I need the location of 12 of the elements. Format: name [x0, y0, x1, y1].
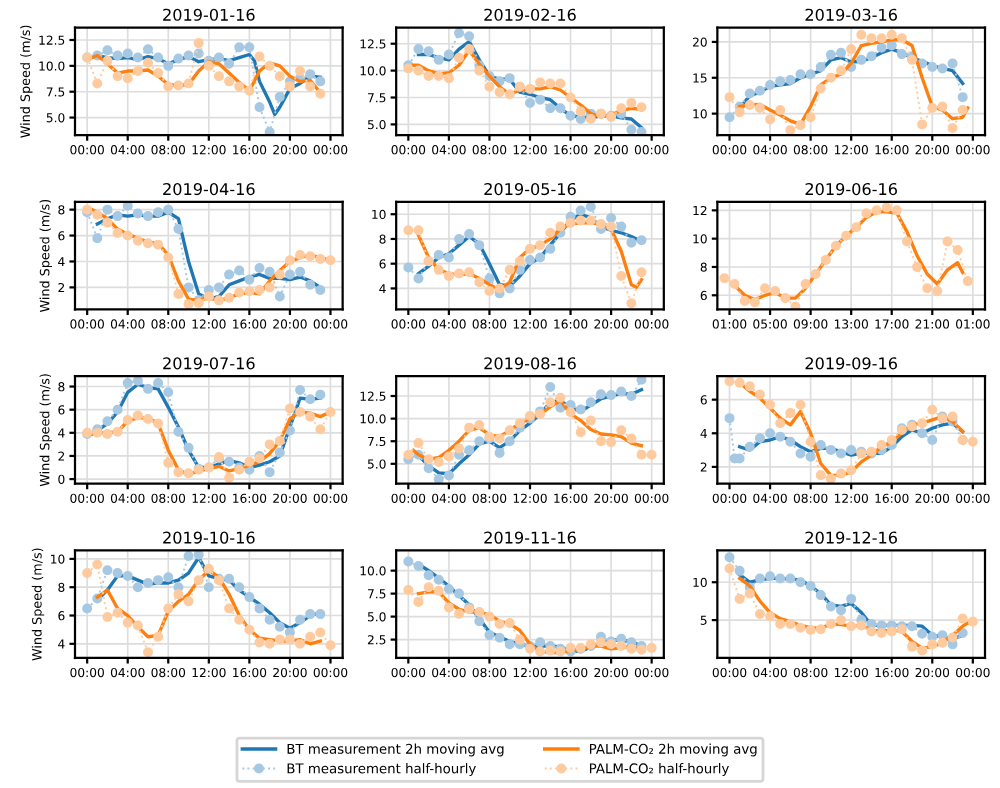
chart-title: 2019-02-16 — [484, 8, 576, 21]
chart-title: 2019-04-16 — [163, 182, 255, 196]
chart-title: 2019-01-16 — [163, 8, 255, 21]
chart-title: 2019-09-16 — [805, 357, 897, 370]
chart-title: 2019-03-16 — [805, 8, 897, 21]
chart-title: 2019-12-16 — [805, 531, 897, 544]
chart-title: 2019-11-16 — [484, 531, 576, 544]
chart-title: 2019-10-16 — [163, 531, 255, 544]
chart-title: 2019-08-16 — [484, 357, 576, 370]
chart-title: 2019-07-16 — [163, 357, 255, 370]
chart-title: 2019-06-16 — [805, 182, 897, 196]
chart-title: 2019-05-16 — [484, 182, 576, 196]
